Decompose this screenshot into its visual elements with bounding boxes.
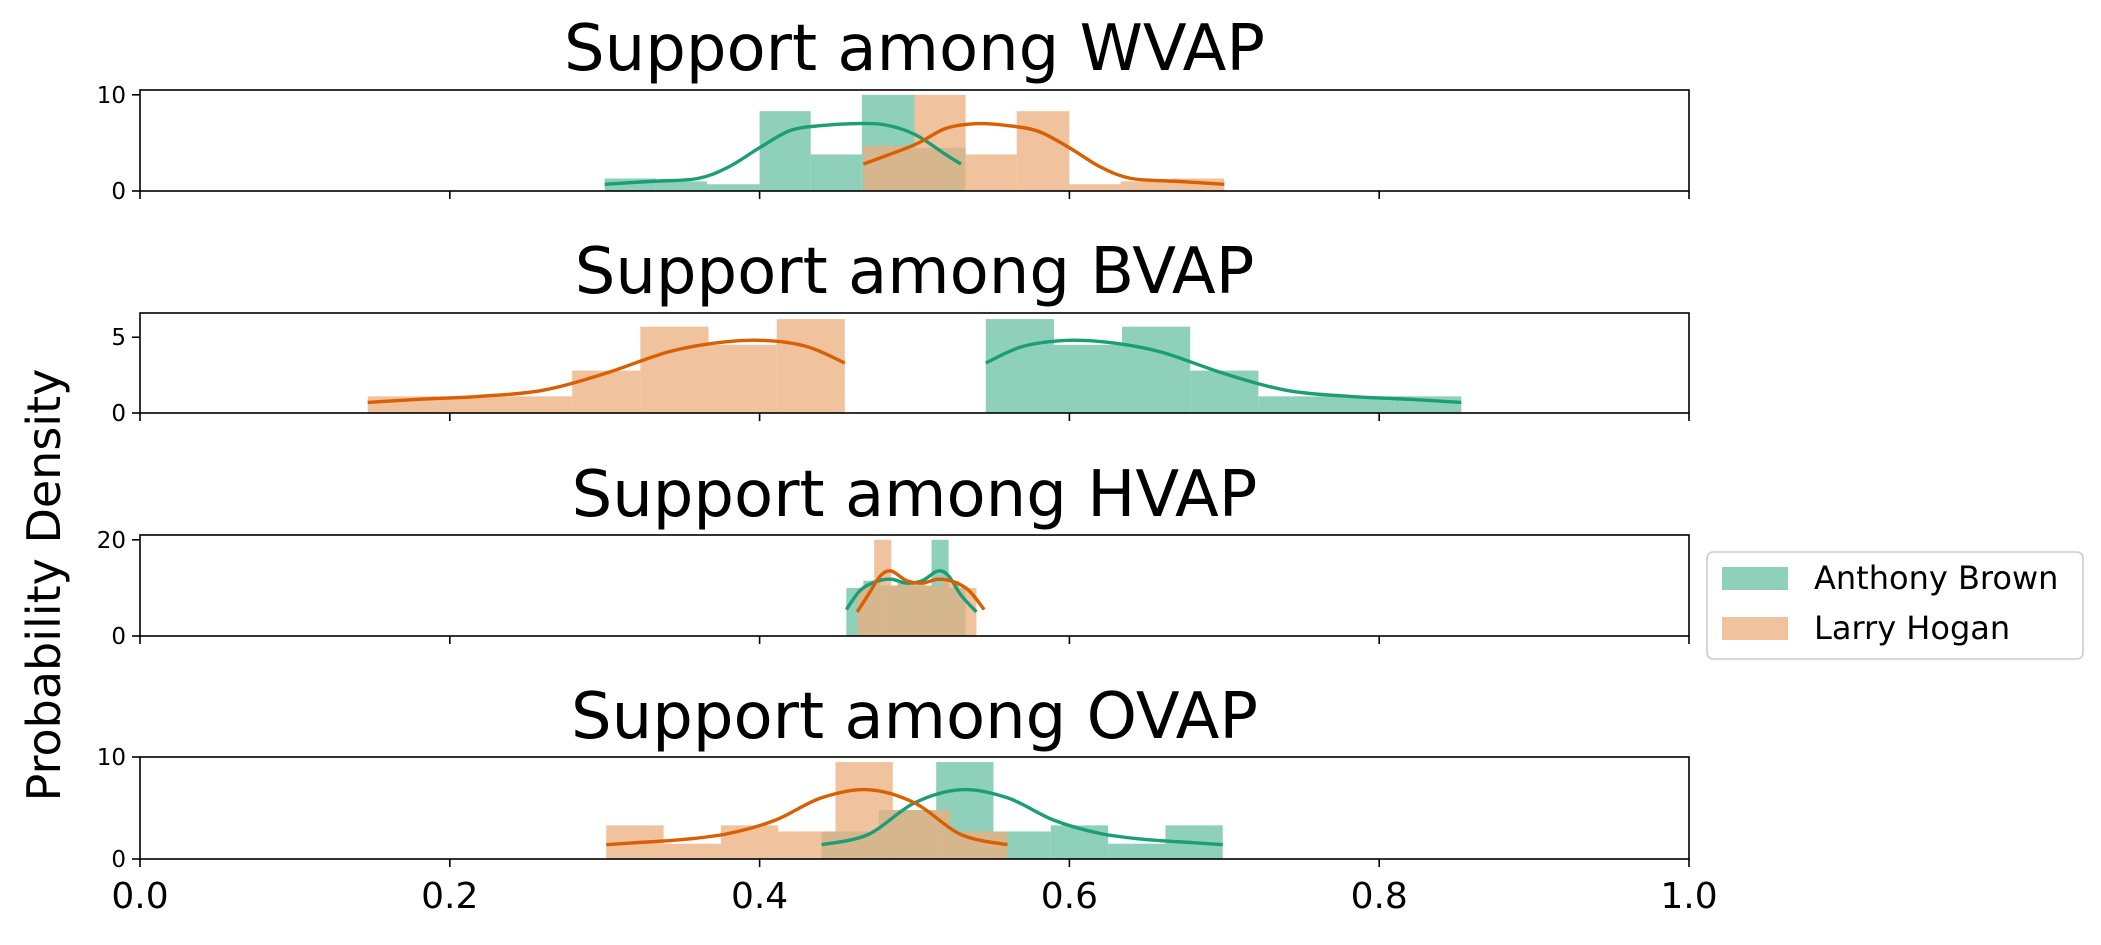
y-tick-label: 10 (97, 745, 126, 771)
histogram-bar (908, 583, 926, 636)
histogram-bar (891, 585, 909, 636)
kde-line (367, 338, 846, 405)
x-tick-label: 0.8 (1351, 876, 1408, 917)
panel-title: Support among OVAP (571, 680, 1258, 754)
kde-line (862, 121, 1225, 186)
histogram-bar (942, 580, 960, 636)
panel-title: Support among BVAP (575, 235, 1255, 309)
legend-frame (1706, 551, 2084, 660)
histogram-bar (1120, 181, 1172, 191)
histogram-bar (1053, 344, 1123, 413)
histogram-bar (810, 154, 862, 191)
histogram-bar (985, 319, 1054, 413)
legend-label: Anthony Brown (1814, 559, 2058, 597)
kde-line (855, 569, 986, 613)
x-tick-label: 0.4 (731, 876, 788, 917)
y-tick-label: 0 (111, 847, 126, 873)
histogram-bar (950, 831, 1008, 859)
histogram-bar (914, 94, 966, 191)
histogram-bar (504, 396, 573, 413)
histogram-bar (1016, 111, 1070, 191)
histogram-bar (874, 539, 892, 636)
panel-hvap: Support among HVAP 0 20 (97, 458, 1690, 650)
histogram-bar (1069, 184, 1121, 191)
histogram-bar (1108, 843, 1166, 859)
x-tick-label: 0.6 (1041, 876, 1098, 917)
histogram-bar (857, 587, 875, 636)
histogram-bar (965, 154, 1017, 191)
axes-frame (139, 756, 1690, 860)
histogram-bar (1326, 396, 1395, 413)
kde-line (604, 121, 962, 186)
histogram-bar (892, 810, 951, 859)
y-tick-label: 0 (111, 179, 126, 205)
y-tick-label: 0 (111, 624, 126, 650)
histogram-bar (655, 181, 707, 191)
histogram-bar (1122, 326, 1191, 413)
panel-bvap: Support among BVAP 0 5 (111, 235, 1690, 427)
x-tick-label: 1.0 (1660, 876, 1717, 917)
y-tick-label: 5 (111, 325, 126, 351)
axes-frame (139, 534, 1690, 637)
histogram-bar (663, 843, 721, 859)
histogram-bar (759, 111, 811, 191)
legend-swatch (1722, 617, 1788, 640)
kde-line (606, 787, 1008, 847)
legend-swatch (1722, 567, 1788, 590)
histogram-bar (776, 319, 845, 413)
y-tick-label: 10 (97, 83, 126, 109)
axes-frame (139, 89, 1690, 192)
legend: Anthony Brown Larry Hogan (1706, 551, 2084, 660)
y-axis-label: Probability Density (17, 369, 71, 802)
histogram-bar (863, 145, 915, 191)
histogram-bar (1258, 396, 1327, 413)
panel-wvap: Support among WVAP 0 10 (97, 12, 1690, 205)
histogram-bar (708, 344, 777, 413)
histogram-bar (1190, 370, 1259, 413)
x-tick-label: 0.2 (421, 876, 478, 917)
histogram-bar (835, 762, 893, 859)
panel-ovap: Support among OVAP 0 10 0.0 0.2 0.4 0.6 0.8 1.0 (97, 680, 1718, 917)
panel-title: Support among HVAP (572, 458, 1258, 532)
kde-line (821, 787, 1223, 847)
histogram-bar (720, 825, 779, 859)
panel-title: Support among WVAP (564, 12, 1265, 86)
y-tick-label: 0 (111, 401, 126, 427)
histogram-bar (435, 396, 505, 413)
histogram-bar (640, 326, 709, 413)
x-tick-label: 0.0 (111, 876, 168, 917)
y-tick-label: 20 (97, 528, 126, 554)
histogram-bar (925, 585, 943, 636)
axes-frame (139, 312, 1690, 414)
histogram-bar (1050, 825, 1109, 859)
histogram-bar (706, 184, 760, 191)
histogram-bar (572, 370, 641, 413)
kde-line (985, 338, 1462, 405)
legend-label: Larry Hogan (1814, 609, 2010, 647)
